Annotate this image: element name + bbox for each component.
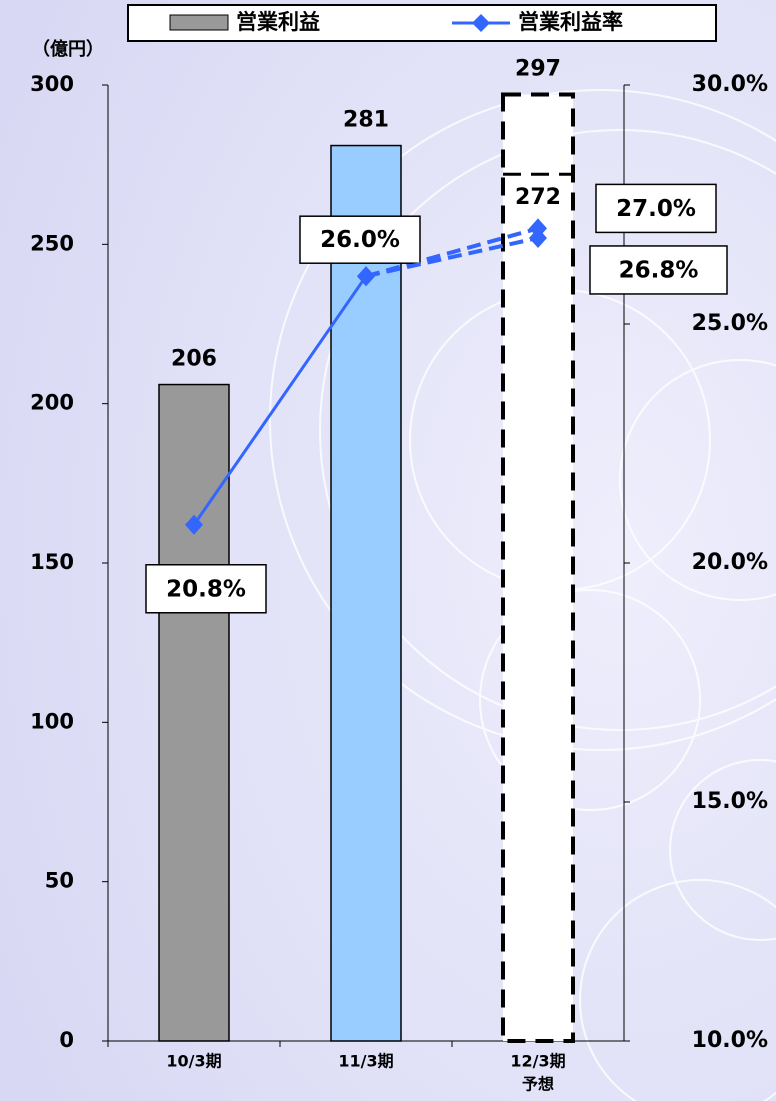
y2-tick-label: 30.0% bbox=[692, 72, 768, 97]
y2-tick-label: 20.0% bbox=[692, 550, 768, 575]
bar-value-label: 206 bbox=[171, 347, 217, 372]
x-tick-sublabel: 予想 bbox=[522, 1075, 554, 1094]
y-tick-label: 100 bbox=[30, 709, 74, 733]
value-label: 26.8% bbox=[619, 257, 699, 283]
bar-value-label: 297 bbox=[515, 57, 561, 82]
legend: 営業利益 営業利益率 bbox=[128, 5, 716, 41]
y2-tick-label: 10.0% bbox=[692, 1028, 768, 1053]
y-tick-label: 200 bbox=[30, 391, 74, 415]
y2-tick-label: 25.0% bbox=[692, 311, 768, 336]
chart: 営業利益 営業利益率 （億円） 0 50 100 150 200 250 300 10.0% 15… bbox=[0, 0, 776, 1101]
legend-label: 営業利益 bbox=[236, 10, 320, 34]
y2-tick-label: 15.0% bbox=[692, 789, 768, 814]
y-tick-label: 300 bbox=[30, 72, 74, 96]
y-tick-label: 0 bbox=[59, 1028, 74, 1052]
y-tick-label: 50 bbox=[45, 869, 74, 893]
legend-swatch bbox=[170, 15, 228, 30]
y-tick-label: 150 bbox=[30, 550, 74, 574]
value-label: 26.0% bbox=[320, 227, 400, 253]
legend-label: 営業利益率 bbox=[518, 10, 623, 34]
x-tick-label: 10/3期 bbox=[166, 1052, 221, 1071]
value-label: 20.8% bbox=[166, 576, 246, 602]
x-tick-label: 11/3期 bbox=[338, 1052, 393, 1071]
x-tick-label: 12/3期 bbox=[510, 1052, 565, 1071]
y-axis-label: （億円） bbox=[32, 38, 104, 60]
bar-value-label: 272 bbox=[515, 185, 561, 210]
y-tick-label: 250 bbox=[30, 231, 74, 255]
value-label: 27.0% bbox=[616, 196, 696, 222]
bar bbox=[159, 385, 229, 1041]
bar-value-label: 281 bbox=[343, 108, 389, 133]
